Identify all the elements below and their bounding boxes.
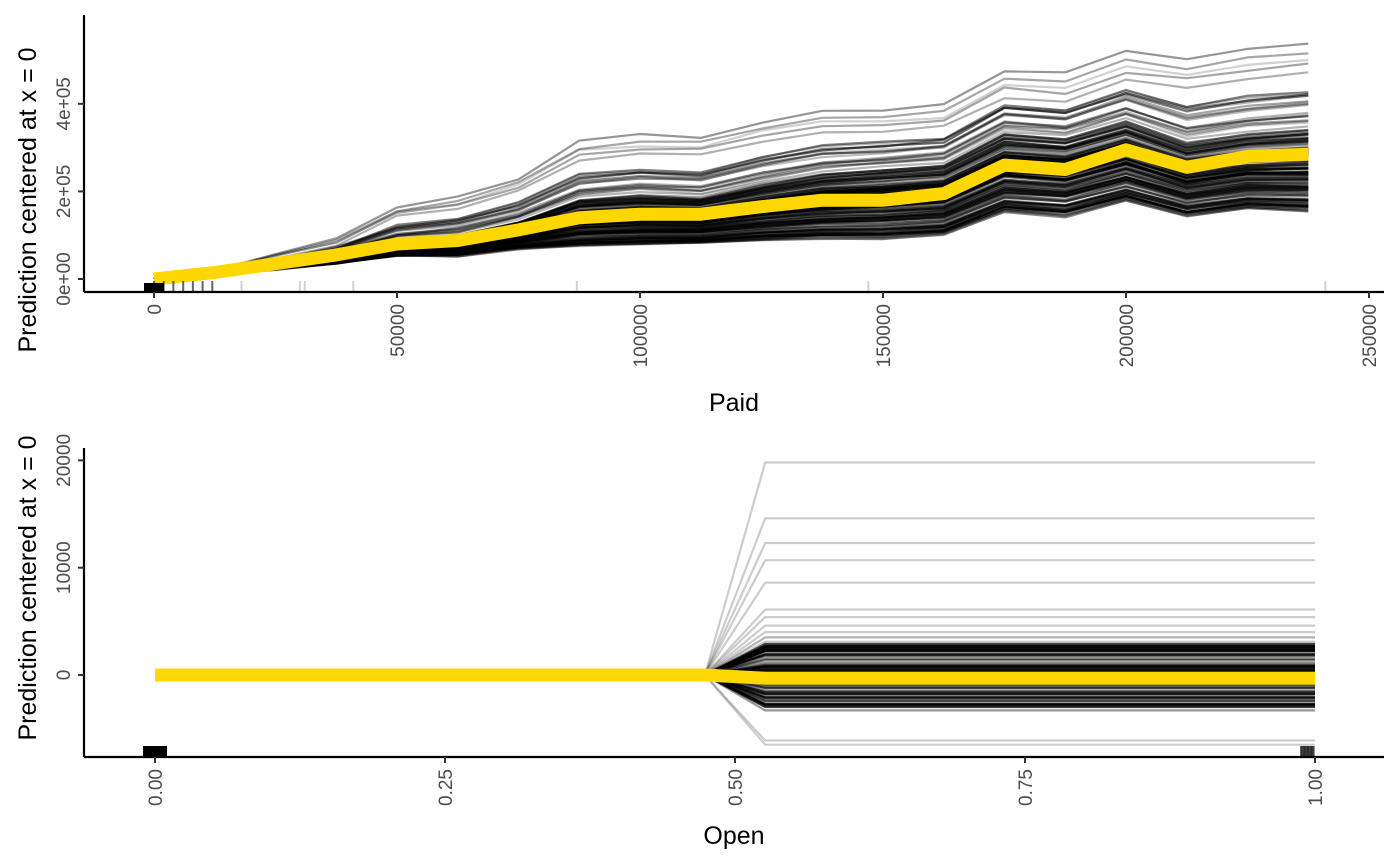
open-ice-panel: 0.00 0.25 0.50 0.75 1.00 0 10000 20000 Open Pr… <box>14 434 1384 850</box>
paid-ice-curve <box>153 71 1309 281</box>
paid-y-axis-title: Prediction centered at x = 0 <box>14 47 42 352</box>
paid-x-axis-title: Paid <box>709 389 759 417</box>
paid-y-ticks: 0e+00 2e+05 4e+05 <box>54 77 84 306</box>
open-y-axis-title: Prediction centered at x = 0 <box>14 435 42 740</box>
paid-y-tick-label: 0e+00 <box>54 252 75 305</box>
paid-ice-curve <box>153 93 1309 281</box>
paid-ice-curve <box>153 97 1309 281</box>
open-x-tick-label: 0.00 <box>146 769 167 806</box>
paid-ice-curve <box>153 62 1309 281</box>
paid-ice-curve <box>153 90 1309 281</box>
paid-ice-curve <box>153 88 1309 281</box>
open-x-tick-label: 0.50 <box>726 769 747 806</box>
open-rug-block-zero <box>143 746 167 756</box>
paid-ice-curve <box>153 52 1309 281</box>
open-x-tick-label: 0.75 <box>1016 769 1037 806</box>
paid-x-ticks: 0 50000 100000 150000 200000 250000 <box>145 292 1381 367</box>
paid-rug <box>144 281 1327 291</box>
open-x-ticks: 0.00 0.25 0.50 0.75 1.00 <box>146 757 1327 806</box>
paid-plot-area <box>153 42 1309 286</box>
paid-x-tick-label: 200000 <box>1117 304 1138 367</box>
paid-ice-curve <box>153 195 1309 281</box>
open-rug <box>143 746 1315 756</box>
paid-ice-curve <box>153 195 1309 281</box>
open-pdp-line <box>155 668 1315 685</box>
paid-x-tick-label: 150000 <box>874 304 895 367</box>
paid-x-tick-label: 0 <box>145 304 166 315</box>
open-y-ticks: 0 10000 20000 <box>54 434 84 680</box>
open-x-tick-label: 0.25 <box>436 769 457 806</box>
paid-x-tick-label: 50000 <box>388 304 409 357</box>
paid-ice-panel: 0 50000 100000 150000 200000 250000 0e+00 2e+0… <box>14 15 1384 417</box>
paid-ice-curve <box>153 58 1309 281</box>
paid-y-tick-label: 4e+05 <box>54 77 75 130</box>
paid-ice-curve <box>153 92 1309 281</box>
paid-ice-curve <box>153 92 1309 281</box>
open-y-tick-label: 0 <box>54 670 75 681</box>
paid-ice-curve <box>153 42 1309 281</box>
open-plot-area <box>155 461 1315 746</box>
paid-pdp-line <box>153 143 1309 286</box>
paid-y-tick-label: 2e+05 <box>54 165 75 218</box>
paid-x-tick-label: 100000 <box>631 304 652 367</box>
paid-x-tick-label: 250000 <box>1360 304 1381 367</box>
paid-rug-dense-block <box>144 283 164 291</box>
paid-ice-curve <box>153 189 1309 281</box>
open-x-tick-label: 1.00 <box>1306 769 1327 806</box>
open-y-tick-label: 10000 <box>54 541 75 594</box>
open-x-axis-title: Open <box>703 822 764 850</box>
open-y-tick-label: 20000 <box>54 434 75 487</box>
